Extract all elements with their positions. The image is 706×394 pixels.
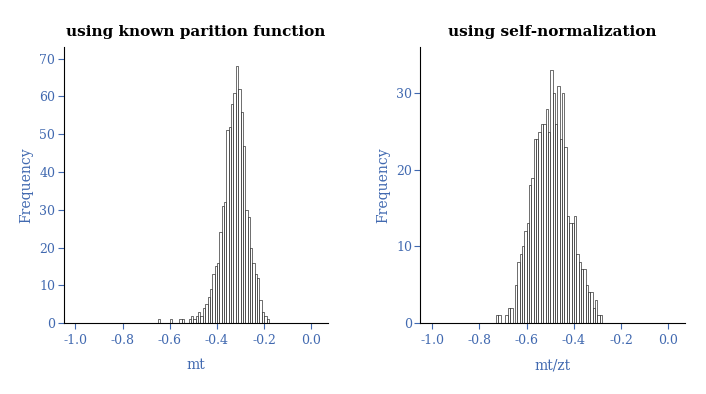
Bar: [215, 266, 217, 323]
Bar: [191, 316, 193, 323]
Bar: [529, 185, 532, 323]
Bar: [248, 217, 250, 323]
Bar: [543, 124, 546, 323]
Bar: [586, 285, 588, 323]
Bar: [583, 269, 586, 323]
Bar: [193, 319, 196, 323]
Title: using self-normalization: using self-normalization: [448, 25, 657, 39]
Bar: [581, 269, 583, 323]
Bar: [169, 319, 172, 323]
Bar: [595, 300, 597, 323]
Bar: [222, 206, 224, 323]
Bar: [579, 262, 581, 323]
Bar: [517, 262, 520, 323]
Bar: [572, 223, 574, 323]
Bar: [555, 124, 557, 323]
Bar: [541, 124, 543, 323]
Bar: [567, 216, 569, 323]
Bar: [201, 316, 203, 323]
Bar: [255, 274, 257, 323]
Bar: [522, 247, 525, 323]
Bar: [553, 93, 555, 323]
Y-axis label: Frequency: Frequency: [20, 147, 34, 223]
Bar: [203, 308, 205, 323]
Bar: [257, 278, 260, 323]
Bar: [213, 274, 215, 323]
Bar: [264, 316, 267, 323]
Bar: [227, 130, 229, 323]
Bar: [588, 292, 590, 323]
Bar: [217, 263, 220, 323]
Bar: [515, 285, 517, 323]
Bar: [181, 319, 184, 323]
Bar: [196, 316, 198, 323]
Bar: [252, 263, 255, 323]
Bar: [534, 139, 536, 323]
Bar: [498, 316, 501, 323]
Bar: [224, 202, 227, 323]
Bar: [189, 319, 191, 323]
X-axis label: mt: mt: [186, 358, 205, 372]
Bar: [574, 216, 576, 323]
Bar: [590, 292, 593, 323]
Bar: [267, 319, 269, 323]
Bar: [539, 132, 541, 323]
Bar: [198, 312, 201, 323]
Bar: [546, 109, 548, 323]
Bar: [158, 319, 160, 323]
Bar: [260, 300, 262, 323]
Bar: [576, 254, 579, 323]
Bar: [532, 178, 534, 323]
Bar: [496, 316, 498, 323]
Bar: [536, 139, 539, 323]
Bar: [505, 316, 508, 323]
Bar: [520, 254, 522, 323]
Bar: [231, 104, 234, 323]
Bar: [210, 289, 213, 323]
Bar: [525, 231, 527, 323]
Bar: [236, 66, 238, 323]
Bar: [238, 89, 241, 323]
Bar: [220, 232, 222, 323]
Bar: [562, 93, 564, 323]
Bar: [245, 210, 248, 323]
Bar: [234, 93, 236, 323]
Bar: [593, 308, 595, 323]
Bar: [208, 297, 210, 323]
Bar: [597, 316, 600, 323]
Bar: [550, 70, 553, 323]
Bar: [564, 147, 567, 323]
Bar: [557, 85, 560, 323]
Y-axis label: Frequency: Frequency: [376, 147, 390, 223]
Bar: [243, 145, 245, 323]
Bar: [262, 312, 264, 323]
Bar: [600, 316, 602, 323]
Bar: [548, 132, 550, 323]
Bar: [510, 308, 513, 323]
Bar: [560, 139, 562, 323]
X-axis label: mt/zt: mt/zt: [534, 358, 570, 372]
Bar: [527, 223, 529, 323]
Bar: [205, 304, 208, 323]
Bar: [250, 247, 252, 323]
Title: using known parition function: using known parition function: [66, 25, 325, 39]
Bar: [229, 126, 231, 323]
Bar: [241, 112, 243, 323]
Bar: [508, 308, 510, 323]
Bar: [569, 223, 572, 323]
Bar: [179, 319, 181, 323]
